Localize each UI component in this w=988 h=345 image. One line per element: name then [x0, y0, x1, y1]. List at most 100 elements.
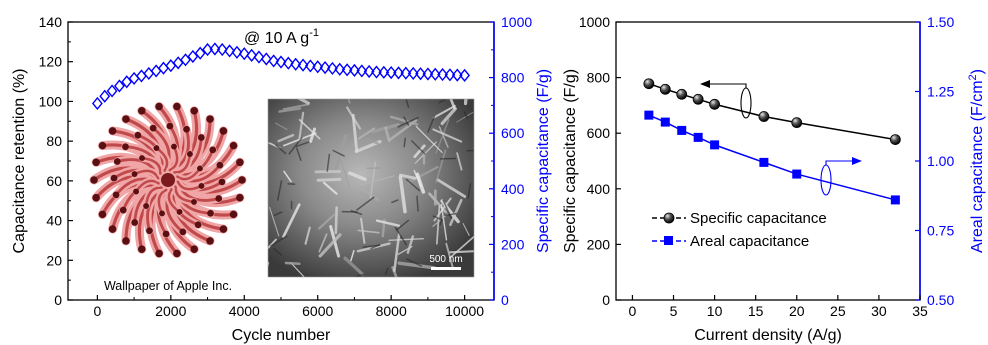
y2-tick-label: 0.75 [927, 223, 954, 239]
y2-ticks-left: 0 200 400 600 800 1000 [489, 14, 532, 308]
y-tick-label: 0 [602, 292, 610, 308]
data-point-diamond [393, 66, 404, 80]
data-point-diamond [231, 45, 243, 59]
y-ticks-left: 0 20 40 60 80 100 120 140 [39, 14, 73, 308]
legend-item-specific: Specific capacitance [652, 210, 827, 227]
data-point-diamond [341, 63, 353, 77]
data-point-diamond [327, 61, 338, 76]
x-axis-title-right: Current density (A/g) [694, 327, 842, 344]
chart-left: 0 2000 4000 6000 8000 10000 02040608010012014… [11, 14, 552, 344]
x-tick-label: 25 [830, 303, 846, 319]
y2-tick-label: 1000 [501, 14, 532, 30]
data-point-diamond [312, 60, 324, 74]
data-point-diamond [209, 42, 221, 56]
data-point-areal [644, 110, 654, 120]
data-point-diamond [260, 52, 272, 66]
data-point-diamond [253, 50, 265, 64]
data-point-diamond [246, 48, 258, 62]
x-tick-label: 2000 [155, 303, 186, 319]
y-tick-label: 600 [587, 125, 611, 141]
y2-tick-label: 0 [501, 292, 509, 308]
data-point-diamond [121, 75, 133, 89]
data-point-specific [889, 134, 901, 145]
y-tick-label: 80 [46, 133, 62, 149]
y-tick-label: 1000 [579, 14, 610, 30]
y-tick-label: 120 [39, 54, 63, 70]
data-point-diamond [91, 96, 103, 111]
data-point-areal [792, 169, 802, 179]
data-point-diamond [216, 42, 228, 57]
y2-tick-label: 400 [501, 181, 525, 197]
chart-right: 0 5 10 15 20 25 30 35 0 200 400 600 800 1000 0.50 0.7… [562, 14, 986, 344]
data-point-diamond [238, 47, 250, 61]
data-point-diamond [459, 68, 471, 82]
data-point-diamond [304, 59, 316, 73]
y-tick-label: 0 [54, 292, 62, 308]
data-point-diamond [451, 68, 463, 82]
y2-ticks-right: 0.50 0.75 1.00 1.25 1.50 [915, 14, 954, 308]
data-point-diamond [334, 62, 346, 76]
x-tick-label: 8000 [376, 303, 407, 319]
data-point-diamond [356, 64, 368, 78]
data-point-areal [660, 117, 670, 127]
data-point-diamond [106, 84, 118, 98]
data-point-specific [758, 111, 770, 122]
x-tick-label: 0 [629, 303, 637, 319]
x-tick-label: 5 [670, 303, 678, 319]
x-tick-label: 10000 [445, 303, 484, 319]
series-right [643, 78, 901, 205]
data-point-specific [659, 83, 671, 95]
sem-image: 500 nm [267, 98, 475, 278]
data-point-diamond [385, 65, 397, 80]
scale-bar-label: 500 nm [429, 254, 462, 265]
data-point-diamond [415, 67, 426, 81]
flower-image [89, 102, 247, 258]
x-tick-label: 10 [707, 303, 723, 319]
data-point-areal [890, 195, 900, 205]
data-point-diamond [444, 68, 456, 82]
flower-caption: Wallpaper of Apple Inc. [104, 279, 232, 293]
y-axis-title-left: Capacitance retention (%) [11, 69, 28, 254]
y2-tick-label: 600 [501, 125, 525, 141]
data-point-diamond [187, 49, 199, 64]
x-tick-label: 20 [789, 303, 805, 319]
legend: Specific capacitance Areal capacitance [652, 210, 827, 250]
data-point-diamond [407, 66, 419, 81]
y-tick-label: 140 [39, 14, 63, 30]
data-point-diamond [319, 60, 331, 75]
x-ticks-right: 0 5 10 15 20 25 30 35 [629, 295, 928, 319]
data-point-diamond [194, 46, 206, 60]
data-point-diamond [400, 66, 412, 80]
data-point-areal [759, 157, 769, 167]
data-point-diamond [363, 64, 375, 79]
y2-tick-label: 800 [501, 70, 525, 86]
data-point-areal [677, 125, 687, 135]
data-point-specific [643, 78, 655, 90]
data-point-diamond [180, 53, 191, 67]
x-tick-label: 35 [912, 303, 928, 319]
y-tick-label: 800 [587, 70, 611, 86]
data-point-diamond [429, 67, 441, 81]
y-ticks-right: 0 200 400 600 800 1000 [579, 14, 621, 308]
data-point-diamond [275, 55, 287, 69]
data-point-diamond [224, 44, 235, 58]
scale-bar [431, 267, 461, 270]
data-point-diamond [114, 79, 125, 93]
arrow-to-left-axis [700, 80, 752, 119]
data-point-diamond [422, 67, 434, 81]
legend-item-areal: Areal capacitance [652, 233, 809, 250]
y2-tick-label: 1.50 [927, 14, 954, 30]
x-tick-label: 0 [93, 303, 101, 319]
annotation-rate: @ 10 A g-1 [244, 27, 319, 47]
y-tick-label: 20 [46, 252, 62, 268]
data-point-specific [791, 117, 803, 129]
x-ticks-left: 0 2000 4000 6000 8000 10000 [93, 295, 484, 319]
data-point-areal [693, 132, 703, 142]
svg-text:Specific capacitance: Specific capacitance [690, 210, 827, 227]
data-point-areal [710, 140, 720, 150]
y-tick-label: 40 [46, 213, 62, 229]
y2-tick-label: 1.25 [927, 84, 954, 100]
y2-axis-title-right: Areal capacitance (F/cm2) [967, 69, 986, 253]
y-tick-label: 200 [587, 236, 611, 252]
